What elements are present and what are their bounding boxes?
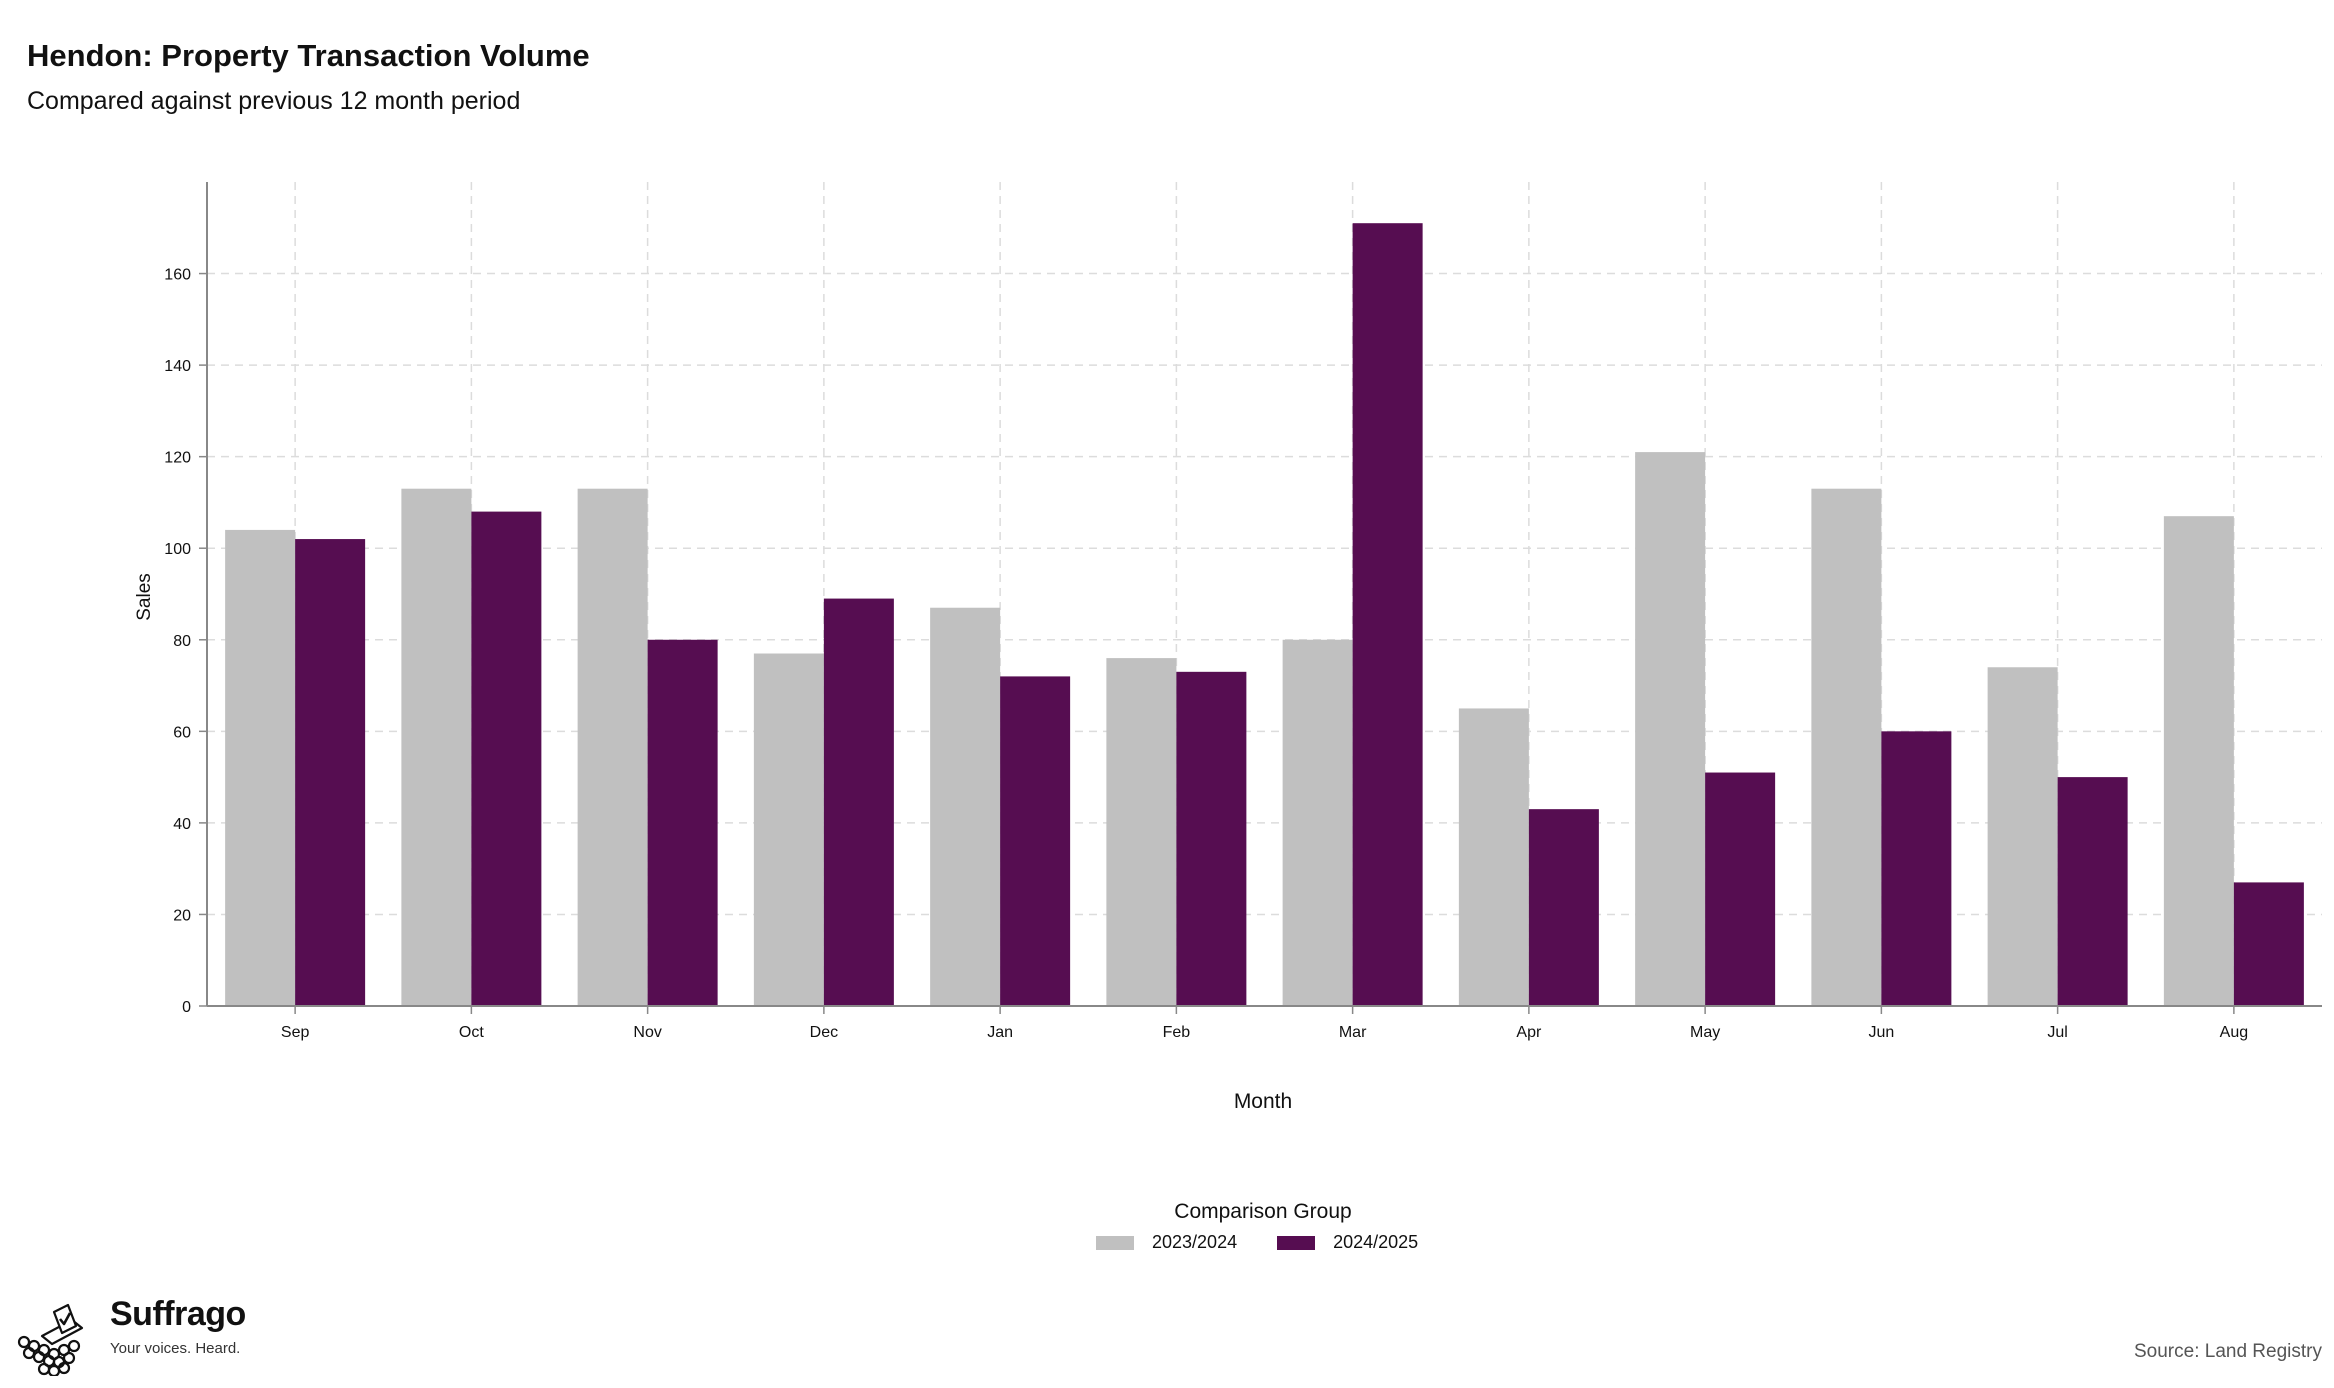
bar-2024-2025-jan: 2024/2025 Jan: 72 [1000, 676, 1071, 1006]
x-tick-label: Dec [810, 1024, 838, 1041]
x-tick-label: Jul [2047, 1024, 2067, 1041]
y-tick-label: 160 [164, 267, 191, 284]
x-tick-label: Apr [1516, 1024, 1542, 1041]
brand-name: Suffrago [110, 1295, 246, 1333]
tick-labels: 0 20 40 60 80 100 120 140 160 Sep Oct Nov Dec Jan Feb M… [164, 267, 2248, 1041]
legend: 2023/2024 2024/2025 [1096, 1232, 1458, 1253]
chart-subtitle: Compared against previous 12 month perio… [27, 87, 521, 115]
y-tick-label: 100 [164, 541, 191, 558]
bar-chart: 2023/2024 Sep: 1042024/2025 Sep: 102 2023… [134, 182, 2322, 1113]
bars: 2023/2024 Sep: 1042024/2025 Sep: 102 2023… [225, 223, 2304, 1007]
bar-2024-2025-jul: 2024/2025 Jul: 50 [2057, 777, 2128, 1006]
y-tick-label: 120 [164, 450, 191, 467]
x-tick-label: May [1690, 1024, 1720, 1041]
x-tick-label: Jan [987, 1024, 1013, 1041]
x-tick-label: Aug [2220, 1024, 2248, 1041]
bar-2023-2024-sep: 2023/2024 Sep: 104 [225, 529, 296, 1006]
bar-2023-2024-feb: 2023/2024 Feb: 76 [1106, 658, 1177, 1006]
legend-item-2023-2024: 2023/2024 [1096, 1232, 1237, 1253]
y-tick-label: 80 [173, 633, 191, 650]
axes [199, 182, 2322, 1014]
bar-2024-2025-nov: 2024/2025 Nov: 80 [647, 639, 718, 1006]
suffrago-logo: Suffrago Your voices. Heard. [14, 1296, 246, 1376]
x-tick-label: Sep [281, 1024, 310, 1041]
bar-2024-2025-oct: 2024/2025 Oct: 108 [471, 511, 542, 1006]
y-tick-label: 0 [182, 999, 191, 1016]
bar-2023-2024-aug: 2023/2024 Aug: 107 [2163, 516, 2234, 1006]
y-tick-label: 60 [173, 724, 191, 741]
legend-label-2023-2024: 2023/2024 [1152, 1232, 1238, 1252]
bar-2023-2024-dec: 2023/2024 Dec: 77 [753, 653, 824, 1006]
legend-swatch-2024-2025 [1277, 1235, 1316, 1250]
brand-tagline: Your voices. Heard. [110, 1340, 241, 1357]
bar-2023-2024-oct: 2023/2024 Oct: 113 [401, 488, 472, 1006]
y-tick-label: 20 [173, 907, 191, 924]
bar-2023-2024-apr: 2023/2024 Apr: 65 [1458, 708, 1529, 1006]
bar-2023-2024-nov: 2023/2024 Nov: 113 [577, 488, 648, 1006]
y-axis-label: Sales [134, 573, 155, 621]
bar-2023-2024-jun: 2023/2024 Jun: 113 [1811, 488, 1882, 1006]
bar-2023-2024-jul: 2023/2024 Jul: 74 [1987, 667, 2058, 1006]
bar-2024-2025-jun: 2024/2025 Jun: 60 [1881, 731, 1952, 1006]
x-axis-label: Month [1234, 1090, 1292, 1113]
source-note: Source: Land Registry [2134, 1341, 2322, 1362]
x-tick-label: Mar [1339, 1024, 1367, 1041]
x-tick-label: Jun [1868, 1024, 1894, 1041]
bar-2023-2024-may: 2023/2024 May: 121 [1635, 452, 1706, 1007]
y-tick-label: 40 [173, 816, 191, 833]
chart-title: Hendon: Property Transaction Volume [27, 38, 590, 73]
ballot-box-icon [17, 1303, 84, 1376]
bar-2023-2024-mar: 2023/2024 Mar: 80 [1282, 639, 1353, 1006]
bar-2024-2025-aug: 2024/2025 Aug: 27 [2233, 882, 2304, 1006]
bar-2024-2025-sep: 2024/2025 Sep: 102 [295, 539, 366, 1006]
legend-swatch-2023-2024 [1096, 1235, 1134, 1250]
x-tick-label: Oct [459, 1024, 484, 1041]
bar-2024-2025-may: 2024/2025 May: 51 [1705, 772, 1776, 1006]
y-tick-label: 140 [164, 358, 191, 375]
bar-2023-2024-jan: 2023/2024 Jan: 87 [930, 607, 1001, 1006]
bar-2024-2025-apr: 2024/2025 Apr: 43 [1528, 809, 1599, 1006]
x-tick-label: Feb [1163, 1024, 1191, 1041]
x-tick-label: Nov [633, 1024, 661, 1041]
bar-2024-2025-dec: 2024/2025 Dec: 89 [823, 598, 894, 1006]
bar-2024-2025-mar: 2024/2025 Mar: 171 [1352, 223, 1423, 1006]
legend-item-2024-2025: 2024/2025 [1277, 1232, 1418, 1253]
bar-2024-2025-feb: 2024/2025 Feb: 73 [1176, 671, 1247, 1006]
legend-label-2024-2025: 2024/2025 [1333, 1232, 1419, 1252]
legend-title: Comparison Group [1174, 1200, 1352, 1223]
